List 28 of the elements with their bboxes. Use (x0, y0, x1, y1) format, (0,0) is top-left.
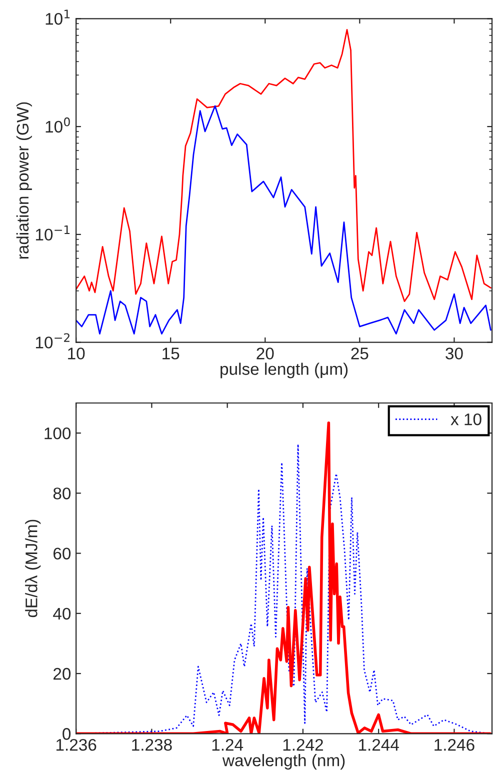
y-tick-label: 10$^{0}$ (46, 117, 70, 133)
x-tick-label: 15 (162, 348, 180, 360)
x-tick-label: 30 (446, 348, 463, 360)
y-tick-label: 10$^{−2}$ (36, 333, 70, 348)
x-tick-label: 1.238 (132, 738, 172, 751)
y-tick-label: 80 (53, 488, 71, 500)
x-tick-label: 1.236 (56, 738, 96, 751)
y-tick-label: 100 (44, 427, 71, 440)
y-tick-label: 60 (54, 548, 71, 560)
y-axis-title: dE/dλ (MJ/m) (25, 520, 41, 618)
x-tick-label: 10 (68, 348, 85, 360)
x-tick-label: 1.246 (434, 738, 474, 751)
legend-label: x 10 (450, 413, 482, 426)
y-tick-label: 10$^{−1}$ (36, 225, 70, 241)
y-tick-label: 0 (62, 728, 71, 740)
x-tick-label: 1.24 (212, 738, 244, 751)
x-tick-label: 1.244 (359, 738, 399, 751)
line-series (76, 105, 492, 334)
line-series (76, 29, 492, 302)
x-tick-label: 1.242 (283, 738, 323, 751)
x-axis-title: wavelength (nm) (222, 754, 345, 770)
y-tick-label: 10$^{1}$ (46, 10, 70, 25)
y-tick-label: 40 (53, 608, 71, 620)
x-tick-label: 25 (351, 348, 368, 360)
x-axis-title: pulse length (μm) (220, 362, 348, 378)
y-tick-label: 20 (54, 668, 71, 680)
y-axis-title: radiation power (GW) (16, 102, 32, 259)
x-tick-label: 20 (256, 348, 274, 360)
